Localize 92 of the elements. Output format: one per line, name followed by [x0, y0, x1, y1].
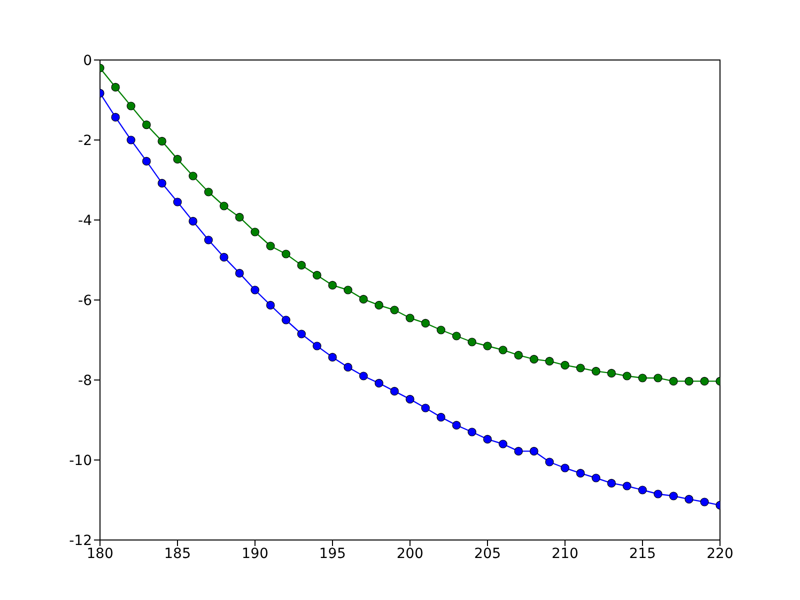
point — [545, 458, 554, 466]
point — [638, 374, 647, 382]
point — [576, 364, 585, 372]
point — [235, 212, 244, 222]
point — [204, 236, 213, 244]
point — [173, 198, 182, 206]
point — [344, 362, 352, 372]
point — [204, 188, 213, 196]
point — [250, 286, 260, 294]
point — [297, 330, 306, 338]
point — [669, 376, 678, 386]
x-tick-label: 190 — [242, 546, 268, 562]
point — [607, 478, 616, 488]
point — [669, 492, 678, 500]
point — [654, 490, 662, 498]
x-tick-label: 215 — [629, 546, 656, 562]
point — [328, 280, 337, 290]
point — [700, 376, 709, 386]
point — [406, 314, 414, 322]
point — [436, 326, 446, 334]
x-tick-label: 210 — [552, 546, 578, 562]
point — [421, 404, 430, 412]
point — [498, 346, 508, 354]
point — [173, 154, 182, 164]
point — [654, 374, 662, 382]
point — [684, 376, 694, 386]
point — [374, 300, 384, 310]
point — [545, 356, 554, 366]
point — [188, 216, 198, 226]
point — [220, 202, 228, 210]
point — [282, 316, 290, 324]
point — [250, 228, 260, 236]
point — [235, 268, 244, 278]
point — [638, 486, 647, 494]
point — [452, 332, 461, 340]
point — [142, 156, 151, 166]
point — [468, 428, 476, 436]
point — [514, 446, 523, 456]
x-tick-label: 185 — [164, 546, 191, 562]
point — [421, 318, 430, 328]
point — [266, 300, 275, 310]
point — [126, 102, 136, 110]
point — [498, 440, 508, 448]
y-tick-label: -8 — [78, 372, 92, 389]
point — [560, 464, 570, 472]
point — [560, 360, 570, 370]
point — [390, 386, 399, 396]
point — [468, 338, 476, 346]
y-tick-label: -4 — [78, 212, 92, 229]
x-tick-label: 200 — [396, 546, 424, 562]
point — [530, 354, 538, 364]
point — [592, 474, 600, 482]
point — [142, 120, 151, 130]
point — [220, 252, 228, 262]
point — [282, 250, 290, 258]
x-tick-label: 195 — [319, 546, 346, 562]
point — [622, 482, 632, 490]
point — [328, 352, 337, 362]
y-tick-label: -2 — [78, 132, 92, 149]
point — [312, 270, 322, 280]
point — [483, 434, 492, 444]
point — [359, 372, 368, 380]
point — [374, 378, 384, 388]
y-tick-label: 0 — [83, 52, 92, 69]
point — [530, 446, 538, 456]
point — [514, 350, 523, 360]
point — [312, 342, 322, 350]
point — [359, 294, 368, 304]
point — [576, 468, 585, 478]
x-tick-label: 205 — [474, 546, 501, 562]
point — [483, 342, 492, 350]
point — [452, 420, 461, 430]
point — [344, 286, 352, 294]
point — [436, 412, 446, 422]
point — [158, 136, 166, 146]
point — [297, 260, 306, 270]
y-tick-label: -6 — [78, 292, 92, 309]
point — [684, 494, 694, 504]
y-tick-label: -10 — [69, 452, 92, 469]
point — [111, 112, 120, 122]
point — [406, 394, 414, 404]
point — [607, 368, 616, 378]
point — [111, 82, 120, 92]
point — [188, 172, 198, 180]
point — [592, 366, 600, 376]
point — [622, 372, 632, 380]
point — [158, 178, 166, 188]
point — [700, 498, 709, 506]
point — [390, 306, 399, 314]
point — [126, 136, 136, 144]
x-tick-label: 220 — [706, 546, 734, 562]
point — [266, 242, 275, 250]
